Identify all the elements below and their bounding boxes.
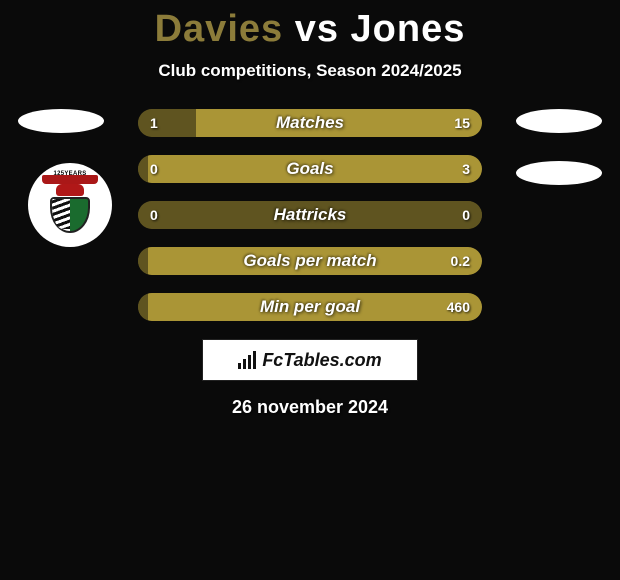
club-left-badge-placeholder-1 (18, 109, 104, 133)
crest-graphic: 125YEARS (38, 173, 102, 237)
club-right-badge-placeholder-1 (516, 109, 602, 133)
stat-bar-matches: 115Matches (138, 109, 482, 137)
stat-bar-hattricks: 00Hattricks (138, 201, 482, 229)
title-player-right: Jones (351, 8, 466, 50)
bar-label: Goals (138, 155, 482, 183)
stat-bar-goals: 03Goals (138, 155, 482, 183)
bar-label: Goals per match (138, 247, 482, 275)
title-vs-separator: vs (283, 8, 350, 50)
crest-dragon (56, 184, 84, 196)
crest-banner (42, 175, 98, 184)
bar-label: Min per goal (138, 293, 482, 321)
comparison-content: 125YEARS 115Matches 03Goals 00Hattricks 0.2… (0, 109, 620, 418)
snapshot-date: 26 november 2024 (0, 397, 620, 418)
bar-label: Matches (138, 109, 482, 137)
stat-bar-goals-per-match: 0.2Goals per match (138, 247, 482, 275)
club-right-badge-placeholder-2 (516, 161, 602, 185)
title-player-left: Davies (155, 8, 284, 50)
page-title: Davies vs Jones (0, 0, 620, 51)
source-attribution: FcTables.com (202, 339, 418, 381)
bar-chart-icon (238, 351, 256, 369)
source-text: FcTables.com (262, 350, 381, 371)
subtitle: Club competitions, Season 2024/2025 (0, 61, 620, 81)
bar-label: Hattricks (138, 201, 482, 229)
club-left-crest: 125YEARS (28, 163, 112, 247)
stat-bar-min-per-goal: 460Min per goal (138, 293, 482, 321)
comparison-bars: 115Matches 03Goals 00Hattricks 0.2Goals per… (138, 109, 482, 321)
